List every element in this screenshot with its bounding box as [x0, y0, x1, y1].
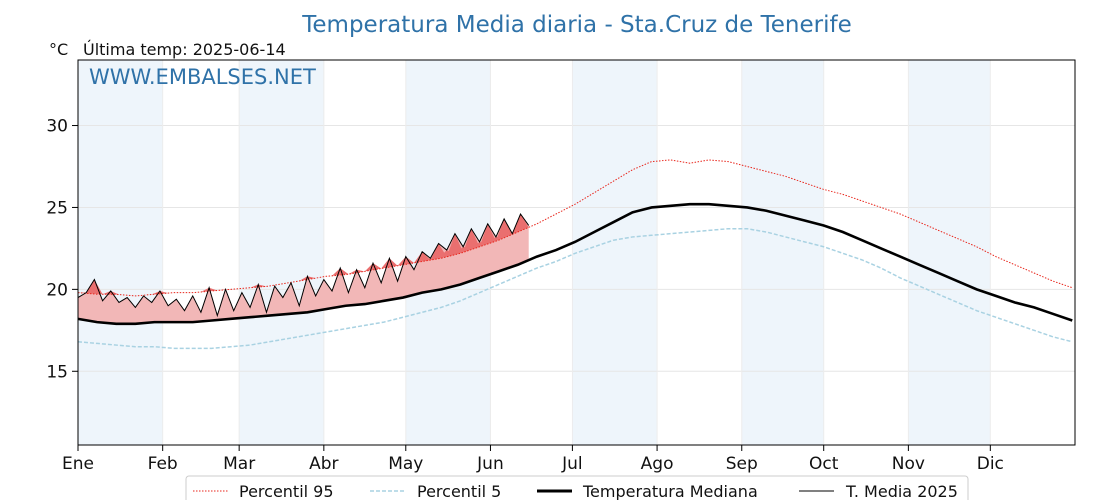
unit-label: °C	[49, 40, 68, 59]
month-bands	[78, 60, 991, 445]
legend-label-p5: Percentil 5	[417, 482, 501, 500]
month-band-sep	[741, 60, 824, 445]
x-tick-label: Nov	[892, 454, 925, 474]
x-tick-label: Ago	[641, 454, 674, 474]
series-lines	[77, 159, 1073, 350]
fill-above-p95	[102, 291, 119, 295]
month-band-ene	[78, 60, 163, 445]
chart-title: Temperatura Media diaria - Sta.Cruz de T…	[301, 12, 851, 38]
x-axis: Ene Feb Mar Abr May Jun Jul Ago Sep Oct Nov Dic	[62, 445, 1004, 474]
x-tick-label: Oct	[809, 454, 839, 474]
fill-above-p95	[495, 218, 513, 242]
legend-label-p95: Percentil 95	[239, 482, 334, 500]
month-band-jul	[572, 60, 658, 445]
y-tick-label: 15	[46, 362, 68, 382]
legend: Percentil 95 Percentil 5 Temperatura Med…	[185, 475, 969, 500]
y-tick-label: 25	[46, 198, 68, 218]
x-tick-label: May	[388, 454, 423, 474]
x-tick-label: Dic	[977, 454, 1004, 474]
fill-above-p95	[381, 258, 398, 269]
x-tick-label: Jun	[476, 454, 504, 474]
x-tick-label: Sep	[726, 454, 758, 474]
legend-label-median: Temperatura Mediana	[582, 482, 758, 500]
plot-frame	[77, 59, 1076, 446]
series-line-median	[77, 202, 1073, 326]
fill-above-p95	[151, 291, 169, 295]
month-band-nov	[908, 60, 991, 445]
legend-label-2025: T. Media 2025	[845, 482, 958, 500]
y-axis: 15 20 25 30	[46, 117, 78, 382]
series-line-p5	[77, 227, 1073, 350]
area-fills	[78, 214, 529, 324]
x-tick-label: Jul	[561, 454, 583, 474]
legend-box	[185, 475, 969, 500]
last-temp-label: Última temp: 2025-06-14	[83, 40, 286, 59]
fill-above-median	[78, 214, 529, 324]
y-tick-label: 30	[46, 117, 68, 137]
x-tick-label: Feb	[148, 454, 178, 474]
y-tick-label: 20	[46, 280, 68, 300]
fill-above-p95	[438, 250, 455, 259]
watermark: WWW.EMBALSES.NET	[89, 65, 316, 89]
fill-above-p95	[512, 214, 529, 235]
month-band-mar	[239, 60, 324, 445]
x-tick-label: Mar	[223, 454, 255, 474]
series-line-2025	[77, 212, 530, 318]
series-line-p95	[77, 159, 1073, 297]
x-tick-label: Abr	[309, 454, 338, 474]
fill-above-p95	[364, 263, 382, 272]
x-tick-label: Ene	[62, 454, 94, 474]
fill-above-p95	[332, 268, 349, 276]
